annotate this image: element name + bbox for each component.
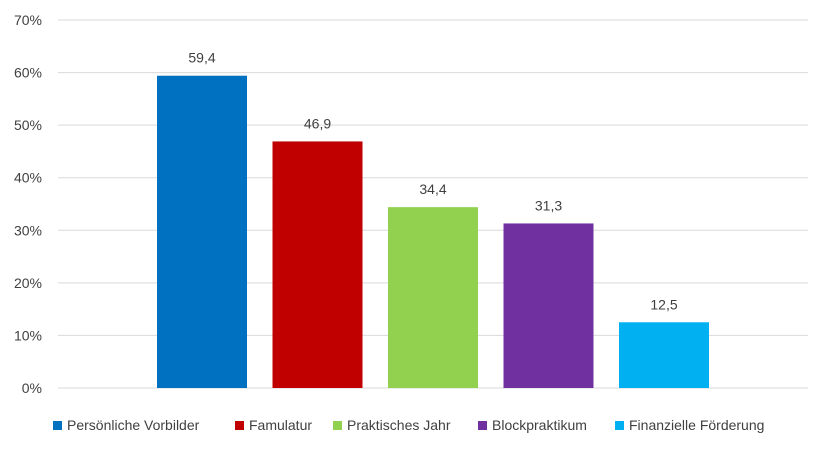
legend-swatch: [235, 421, 244, 430]
legend-label: Praktisches Jahr: [347, 417, 451, 433]
bar: [619, 322, 709, 388]
legend: Persönliche Vorbilder Famulatur Praktische…: [53, 417, 764, 433]
data-label: 46,9: [304, 115, 331, 131]
y-tick-label: 20%: [14, 275, 42, 291]
data-label: 59,4: [188, 50, 215, 66]
y-tick-label: 30%: [14, 222, 42, 238]
legend-swatch: [615, 421, 624, 430]
y-axis-ticks: 0% 10% 20% 30% 40% 50% 60% 70%: [14, 12, 42, 396]
bar: [503, 223, 594, 388]
y-tick-label: 10%: [14, 327, 42, 343]
bar: [272, 141, 363, 388]
data-label: 12,5: [650, 296, 677, 312]
y-tick-label: 0%: [22, 380, 42, 396]
bar: [157, 75, 247, 389]
data-label: 34,4: [419, 181, 446, 197]
legend-swatch: [333, 421, 342, 430]
legend-label: Finanzielle Förderung: [629, 417, 764, 433]
y-tick-label: 70%: [14, 12, 42, 28]
data-label: 31,3: [535, 197, 562, 213]
legend-label: Blockpraktikum: [492, 417, 587, 433]
legend-label: Famulatur: [249, 417, 312, 433]
bars: [157, 75, 709, 389]
y-tick-label: 50%: [14, 117, 42, 133]
legend-swatch: [53, 421, 62, 430]
data-labels: 59,4 46,9 34,4 31,3 12,5: [188, 50, 677, 313]
legend-swatch: [478, 421, 487, 430]
bar: [388, 207, 478, 388]
legend-label: Persönliche Vorbilder: [67, 417, 200, 433]
y-tick-label: 60%: [14, 65, 42, 81]
y-tick-label: 40%: [14, 170, 42, 186]
